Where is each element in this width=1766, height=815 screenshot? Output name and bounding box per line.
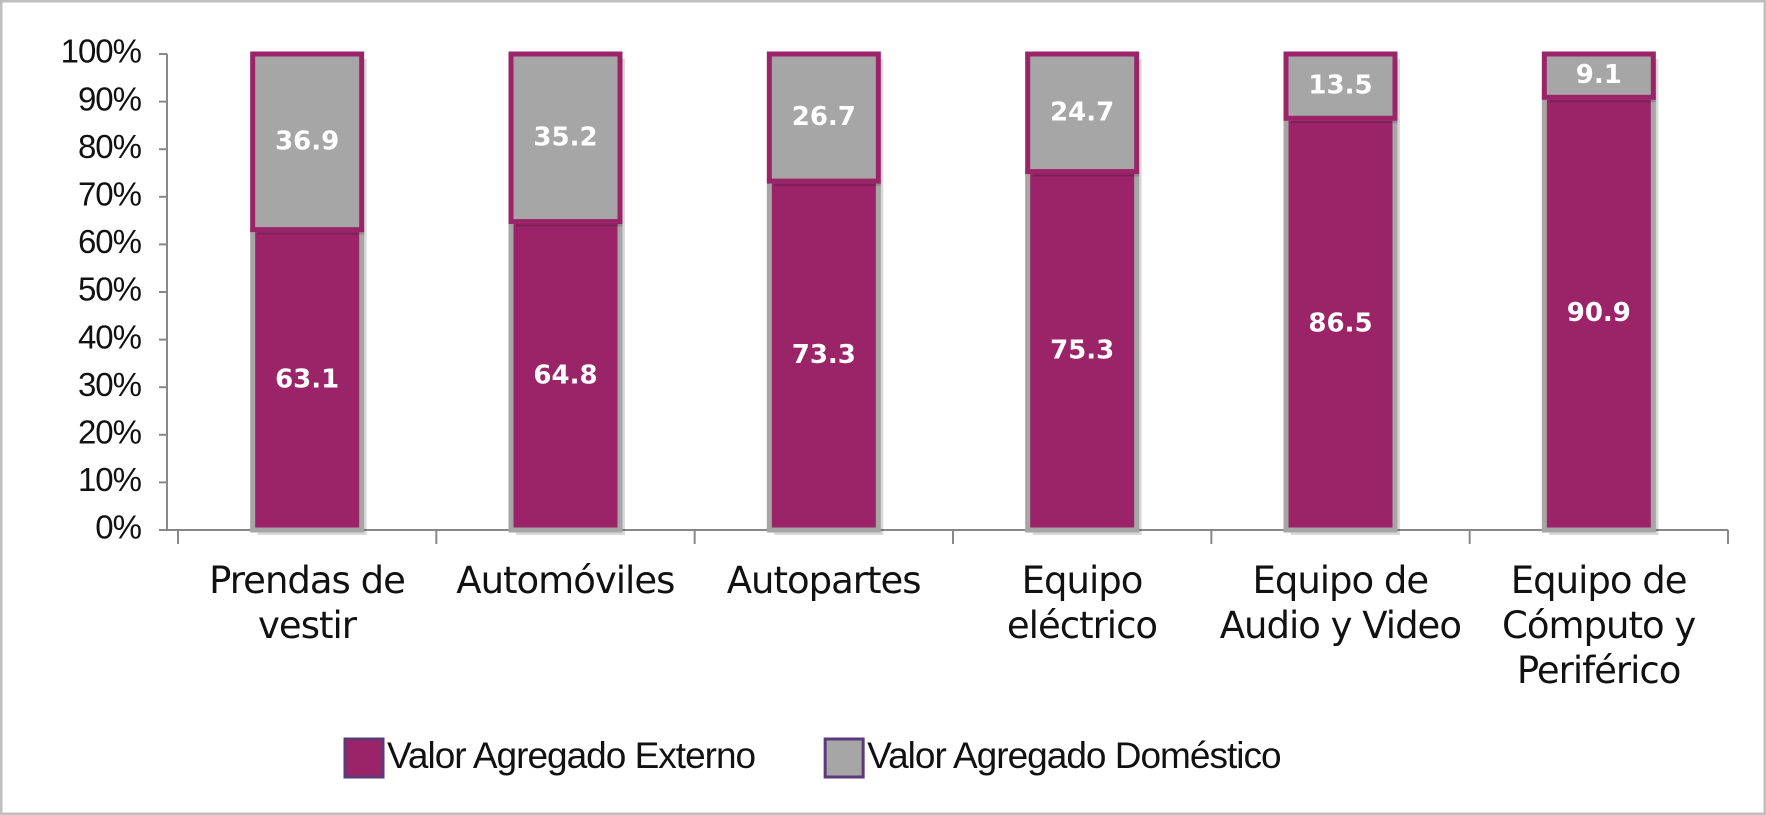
y-tick-label: 70% — [78, 176, 142, 213]
x-tick-label: Prendas de vestir — [209, 559, 406, 647]
legend-swatch — [343, 737, 385, 779]
bar-segment — [508, 219, 623, 533]
bar-segment — [1283, 51, 1398, 121]
bar-segment — [1025, 51, 1140, 175]
data-label: 64.8 — [533, 360, 597, 390]
bar-segment — [1541, 51, 1656, 100]
y-tick-label: 30% — [78, 366, 142, 403]
y-tick-label: 100% — [61, 33, 142, 70]
y-tick-label: 0% — [95, 509, 141, 546]
bar-segment — [1541, 94, 1656, 533]
data-label: 26.7 — [792, 102, 856, 132]
y-tick-label: 80% — [78, 128, 142, 165]
legend-label: Valor Agregado Doméstico — [867, 735, 1281, 776]
y-tick-label: 40% — [78, 318, 142, 355]
data-label: 35.2 — [533, 122, 597, 152]
data-label: 9.1 — [1576, 60, 1622, 90]
bar-segment — [766, 178, 881, 533]
data-label: 90.9 — [1567, 298, 1631, 328]
data-label: 36.9 — [275, 126, 339, 156]
x-tick-label: Equipo eléctrico — [1006, 559, 1158, 647]
x-tick-label: Automóviles — [456, 559, 675, 602]
y-tick-label: 10% — [78, 461, 142, 498]
legend-label: Valor Agregado Externo — [387, 735, 756, 776]
data-label: 13.5 — [1308, 71, 1372, 101]
y-tick-label: 20% — [78, 414, 142, 451]
x-tick-label: Equipo de Cómputo y Periférico — [1502, 559, 1696, 692]
data-label: 73.3 — [792, 340, 856, 370]
data-label: 86.5 — [1308, 309, 1372, 339]
y-tick-label: 60% — [78, 223, 142, 260]
bar-segment — [766, 51, 881, 184]
data-label: 75.3 — [1050, 335, 1114, 365]
x-tick-label: Autopartes — [726, 559, 922, 602]
bar-segment — [1025, 169, 1140, 533]
x-tick-label: Equipo de Audio y Video — [1219, 559, 1462, 647]
bar-segment — [508, 51, 623, 225]
bar-segment — [250, 51, 365, 233]
bar-segment — [1283, 115, 1398, 533]
y-tick-label: 90% — [78, 80, 142, 117]
legend-swatch — [823, 737, 865, 779]
data-label: 63.1 — [275, 364, 339, 394]
data-label: 24.7 — [1050, 97, 1114, 127]
y-tick-label: 50% — [78, 271, 142, 308]
